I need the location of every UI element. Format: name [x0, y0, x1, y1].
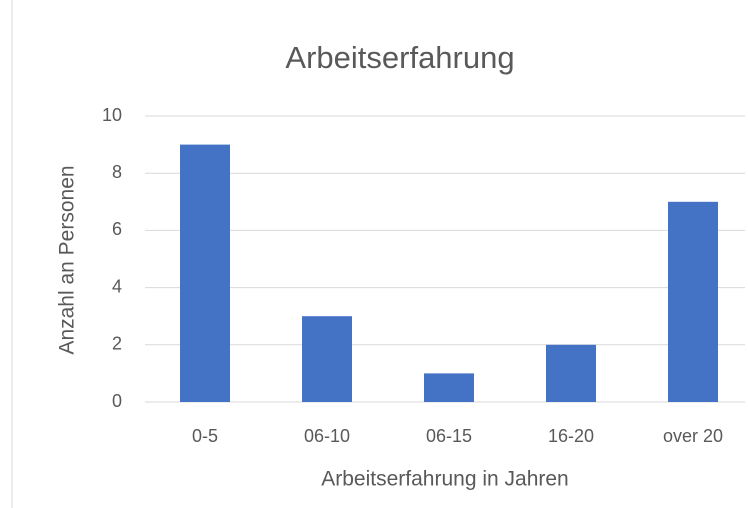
- x-tick-label: 06-15: [426, 426, 472, 446]
- bar: [546, 344, 596, 402]
- y-tick-label: 8: [112, 162, 122, 182]
- y-tick-label: 10: [102, 105, 122, 125]
- bar: [424, 373, 474, 402]
- y-axis-label: Anzahl an Personen: [56, 165, 79, 354]
- bar: [302, 316, 352, 402]
- y-tick-label: 0: [112, 391, 122, 411]
- y-tick-label: 6: [112, 219, 122, 239]
- y-tick-label: 4: [112, 276, 122, 296]
- bar: [668, 201, 718, 402]
- x-axis-label: Arbeitserfahrung in Jahren: [321, 468, 568, 491]
- y-tick-label: 2: [112, 334, 122, 354]
- chart-title: Arbeitserfahrung: [285, 40, 514, 75]
- x-tick-label: 06-10: [304, 426, 350, 446]
- x-tick-label: 16-20: [548, 426, 594, 446]
- x-tick-label: 0-5: [192, 426, 218, 446]
- bar: [180, 144, 230, 402]
- x-tick-label: over 20: [663, 426, 723, 446]
